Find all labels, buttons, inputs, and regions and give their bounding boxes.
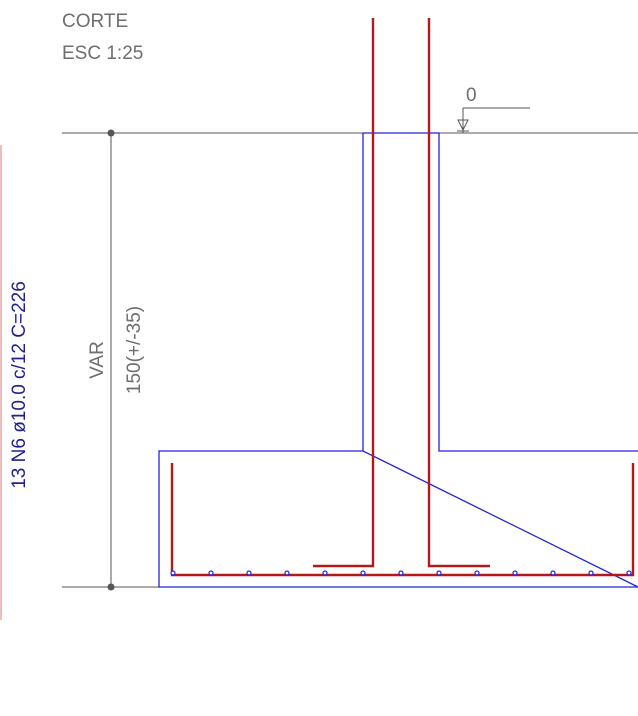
rebar-callout-text: 13 N6 ø10.0 c/12 C=226 [9, 281, 30, 489]
rebar-dot [588, 570, 594, 576]
rebar-dot [512, 570, 518, 576]
section-title: CORTE [62, 11, 128, 32]
rebar-column-starter-left [313, 18, 375, 568]
dimension-var-label: VAR [87, 341, 108, 379]
rebar-dot [398, 570, 404, 576]
scale-label: ESC 1:25 [62, 43, 143, 64]
rebar-dot [322, 570, 328, 576]
dimension-value-label: 150(+/-35) [124, 306, 145, 394]
rebar-dot [474, 570, 480, 576]
rebar-column-starter-right [427, 18, 490, 568]
rebar-dot [246, 570, 252, 576]
rebar-dot [360, 570, 366, 576]
rebar-transverse-dots [170, 570, 632, 576]
dimension-endpoint-bottom [107, 583, 115, 591]
dimension-endpoint-top [107, 129, 115, 137]
rebar-dot [170, 570, 176, 576]
rebar-dot [550, 570, 556, 576]
rebar-dot [436, 570, 442, 576]
rebar-dot [284, 570, 290, 576]
rebar-footing-bottom [170, 463, 635, 577]
concrete-outline [158, 132, 638, 588]
level-marker-value: 0 [466, 85, 477, 106]
level-marker-triangle-icon [457, 119, 469, 132]
rebar-dot [626, 570, 632, 576]
rebar-dot [208, 570, 214, 576]
